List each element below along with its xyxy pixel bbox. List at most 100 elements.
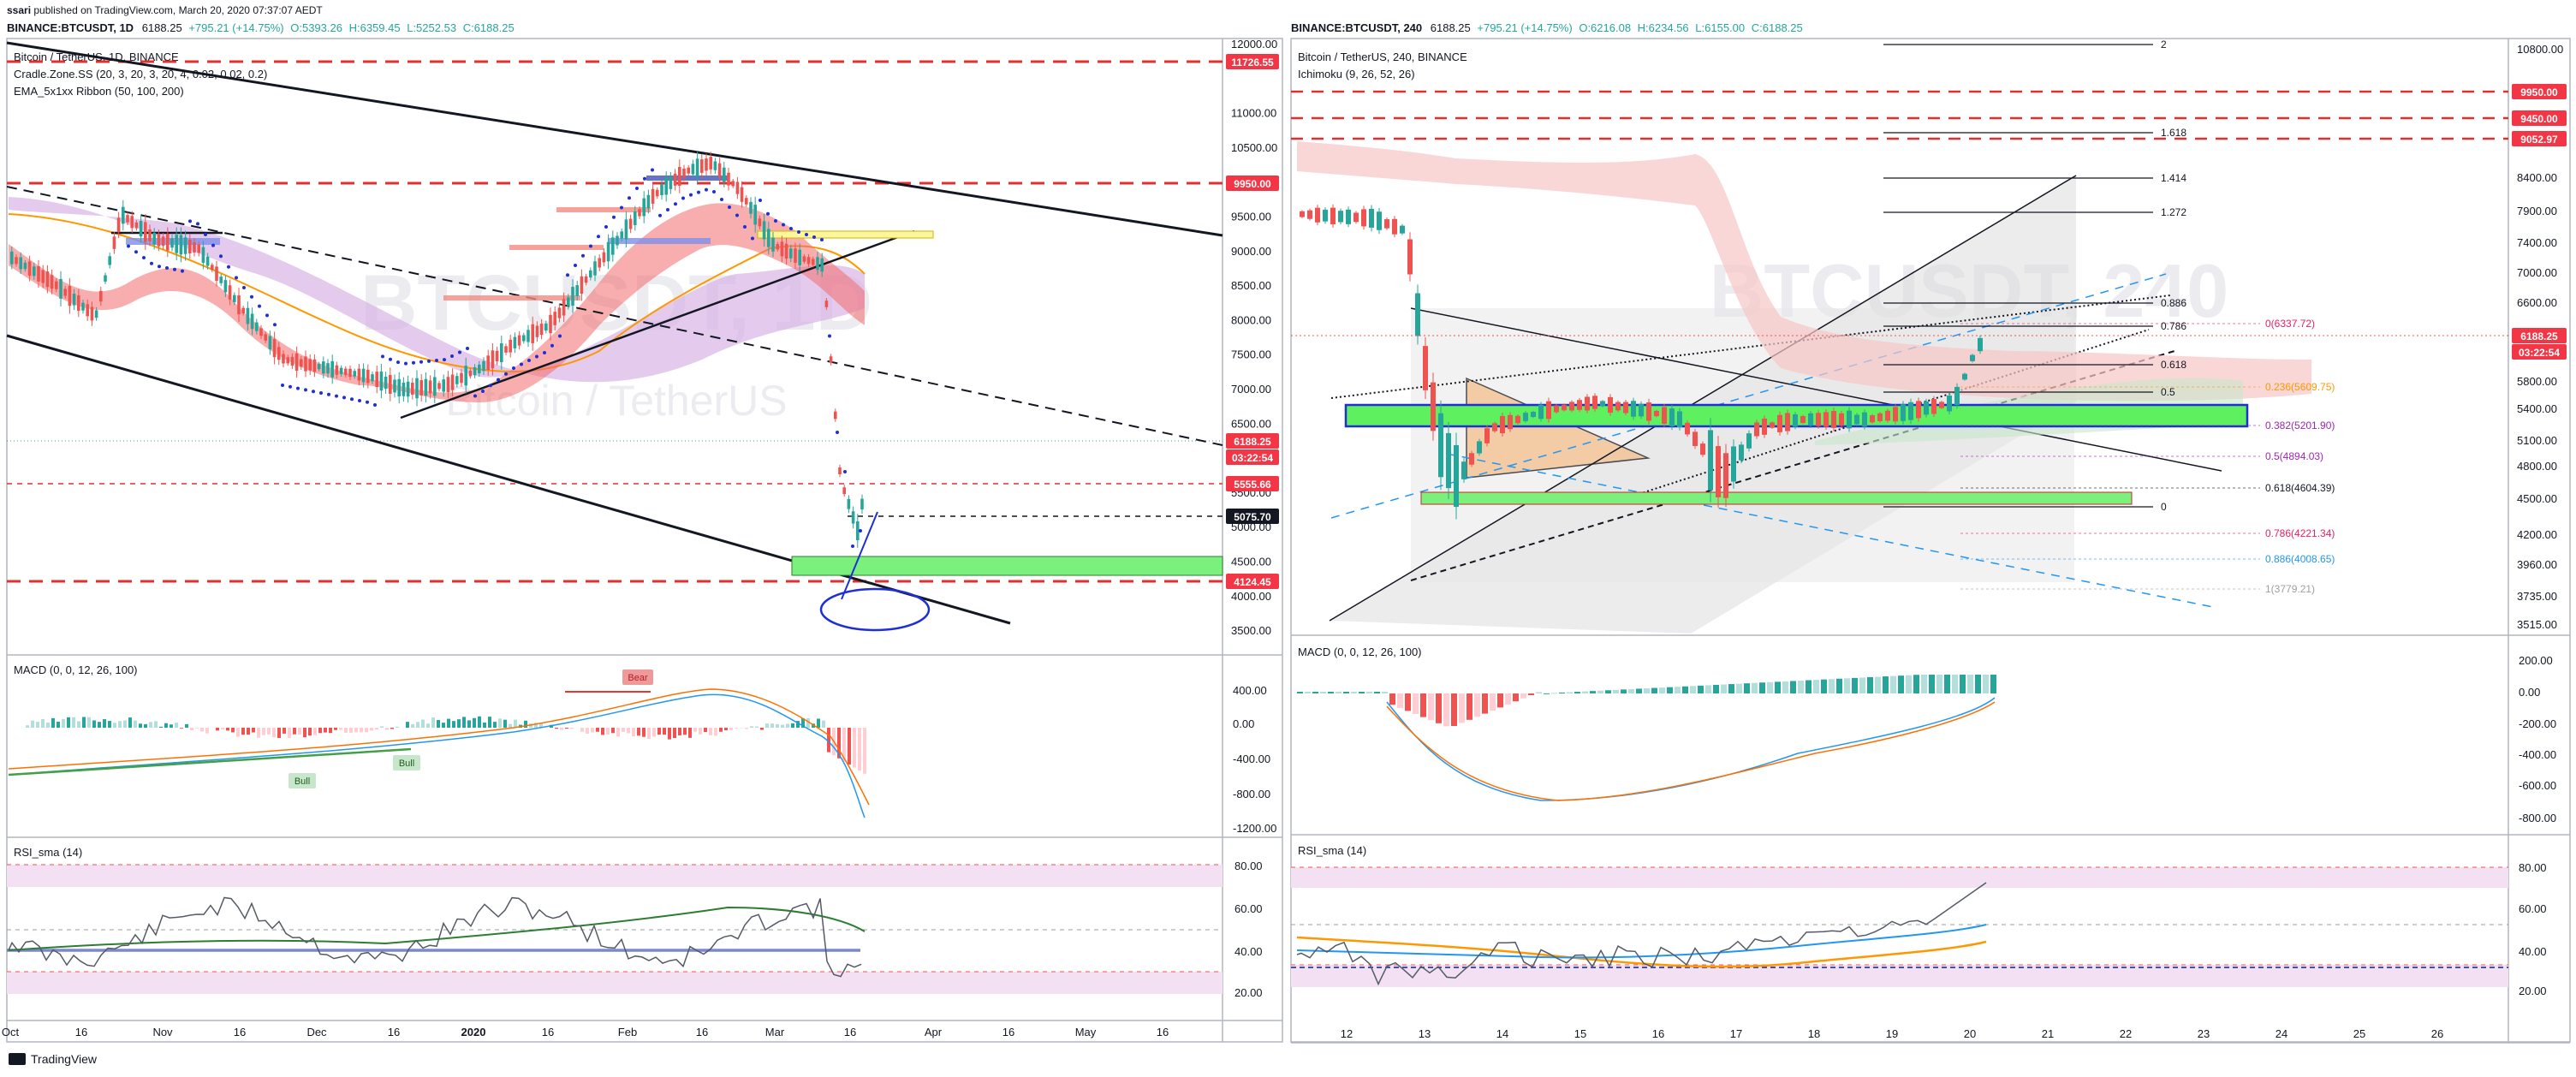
left-candle-body xyxy=(780,241,784,257)
right-time-tick: 17 xyxy=(1730,1027,1742,1040)
left-macd-bar xyxy=(51,717,55,728)
left-macd-bar xyxy=(375,728,378,730)
left-macd-bar xyxy=(724,728,728,730)
left-macd-bar xyxy=(668,728,671,740)
left-candle-body xyxy=(509,339,512,353)
right-macd-bar xyxy=(1713,684,1719,693)
right-price-tick: 7400.00 xyxy=(2517,236,2557,249)
descending-line xyxy=(1410,307,2222,472)
sar-dot xyxy=(620,205,623,210)
left-candle-body xyxy=(116,217,121,233)
left-macd-bar xyxy=(806,717,810,728)
right-macd-bar xyxy=(1397,693,1403,708)
left-macd-bar xyxy=(524,720,527,728)
left-macd-bar xyxy=(647,728,651,740)
left-candle-body xyxy=(847,498,851,509)
right-candle-body xyxy=(1600,401,1605,407)
sar-dot xyxy=(535,354,538,359)
right-macd-bar xyxy=(1983,675,1989,693)
left-candle-body xyxy=(731,181,735,187)
fib-ext-label: 0.886 xyxy=(2161,297,2186,309)
left-macd-bar xyxy=(801,718,805,728)
red-zone-3 xyxy=(556,207,651,212)
left-candle-body xyxy=(442,379,445,392)
left-candle-body xyxy=(27,261,32,276)
left-candle-body xyxy=(357,368,361,381)
right-price-tick: 7900.00 xyxy=(2517,205,2557,217)
sar-dot xyxy=(828,334,831,338)
left-macd-bar xyxy=(267,728,271,735)
left-macd-bar xyxy=(776,723,779,728)
left-candle-body xyxy=(834,411,837,419)
right-macd-bar xyxy=(1528,693,1534,695)
sar-dot xyxy=(689,193,693,197)
sar-dot xyxy=(658,213,662,217)
left-candle-body xyxy=(700,159,704,173)
left-price-tick: 7500.00 xyxy=(1231,348,1271,361)
left-candle-body xyxy=(567,297,570,306)
right-rsi-title: RSI_sma (14) xyxy=(1298,844,1366,857)
sar-dot xyxy=(265,313,269,318)
right-macd-bar xyxy=(1806,680,1812,693)
left-macd-bar xyxy=(688,728,692,738)
right-macd-bar xyxy=(1597,690,1603,693)
sar-dot xyxy=(712,190,716,193)
right-macd-histogram xyxy=(1297,675,1996,727)
left-price-tick: 10500.00 xyxy=(1231,141,1277,154)
sar-dot xyxy=(574,264,577,267)
right-macd-bar xyxy=(1775,681,1781,693)
left-macd-bar xyxy=(642,728,645,737)
sar-dot xyxy=(250,295,253,299)
left-candle-body xyxy=(139,220,143,237)
left-candle-body xyxy=(312,359,317,372)
left-macd-title: MACD (0, 0, 12, 26, 100) xyxy=(14,663,138,676)
right-time-tick: 18 xyxy=(1808,1027,1820,1040)
left-macd-bar xyxy=(693,728,697,732)
sar-dot xyxy=(512,366,515,370)
left-high: H:6359.45 xyxy=(348,21,401,34)
right-macd-bar xyxy=(1960,675,1966,693)
left-time-tick: Mar xyxy=(765,1026,785,1038)
left-candle-body xyxy=(23,262,27,270)
left-macd-bar xyxy=(570,728,574,729)
sar-dot xyxy=(289,384,292,389)
left-candle-body xyxy=(428,380,432,394)
left-macd-trend xyxy=(8,747,412,777)
left-macd-bar xyxy=(848,728,851,765)
right-price-tick: 7000.00 xyxy=(2517,266,2557,279)
right-candle-body xyxy=(1793,414,1798,427)
footer-logo-text: TradingView xyxy=(31,1052,98,1066)
left-price-tag-label: 11726.55 xyxy=(1231,57,1274,68)
left-candle-body xyxy=(237,295,241,315)
right-candle-body xyxy=(1608,396,1613,414)
sar-dot xyxy=(412,360,415,365)
left-candle-body xyxy=(419,380,423,396)
right-candle-body xyxy=(1353,212,1359,223)
left-macd-bar xyxy=(134,720,137,728)
right-macd-tick: -400.00 xyxy=(2519,748,2556,761)
left-candle-body xyxy=(669,176,673,189)
left-candle-body xyxy=(322,361,325,374)
left-macd-bar xyxy=(555,728,558,729)
left-macd-bar xyxy=(503,719,507,728)
right-candle-body xyxy=(1477,441,1482,454)
right-time-tick: 20 xyxy=(1964,1027,1976,1040)
left-macd-histogram xyxy=(26,716,866,774)
right-macd-bar xyxy=(1675,687,1681,693)
left-macd-bar xyxy=(247,728,250,735)
left-price-tick: 8000.00 xyxy=(1231,313,1271,326)
sar-dot xyxy=(312,390,315,394)
right-candle-body xyxy=(1877,413,1883,421)
right-macd-tick: -800.00 xyxy=(2519,812,2556,824)
right-macd-bar xyxy=(1898,675,1904,693)
sar-dot xyxy=(211,243,215,247)
left-macd-bar xyxy=(324,728,327,733)
right-time-tick: 23 xyxy=(2198,1027,2210,1040)
left-candle-body xyxy=(268,336,272,350)
sar-dot xyxy=(643,176,646,181)
left-macd-bar xyxy=(663,728,666,735)
left-price-tag-bg xyxy=(1226,433,1279,449)
right-candle-body xyxy=(1330,207,1336,224)
left-time-tick: 2020 xyxy=(461,1026,486,1038)
right-macd-bar xyxy=(1513,693,1519,702)
